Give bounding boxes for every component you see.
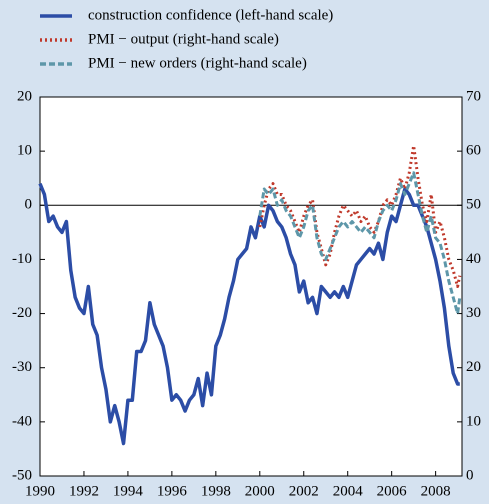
y2-tick-label: 0 — [466, 467, 474, 483]
y2-tick-label: 50 — [466, 197, 481, 213]
y-tick-label: 0 — [25, 197, 33, 213]
series-line — [38, 182, 460, 446]
y2-tick-label: 30 — [466, 305, 481, 321]
legend-label: PMI − output (right-hand scale) — [88, 31, 279, 47]
x-tick-label: 2002 — [289, 483, 319, 499]
y-tick-label: -40 — [12, 413, 32, 429]
y2-tick-label: 10 — [466, 413, 481, 429]
y-tick-label: 10 — [17, 143, 32, 159]
y-tick-label: 20 — [17, 88, 32, 104]
legend-label: PMI − new orders (right-hand scale) — [88, 55, 307, 71]
x-tick-label: 1994 — [113, 483, 144, 499]
x-tick-label: 2008 — [421, 483, 451, 499]
series-line — [258, 171, 462, 316]
x-tick-label: 2004 — [333, 483, 364, 499]
x-tick-label: 2000 — [245, 483, 275, 499]
y-tick-label: -10 — [12, 251, 32, 267]
plot-area — [39, 96, 463, 477]
y2-tick-label: 60 — [466, 143, 481, 159]
x-tick-label: 1998 — [201, 483, 231, 499]
y2-tick-label: 20 — [466, 359, 481, 375]
series-line — [258, 144, 462, 288]
x-tick-label: 1992 — [69, 483, 99, 499]
x-tick-label: 1996 — [157, 483, 188, 499]
y-tick-label: -50 — [12, 467, 32, 483]
legend-label: construction confidence (left-hand scale… — [88, 7, 333, 23]
x-tick-label: 1990 — [25, 483, 55, 499]
y2-tick-label: 70 — [466, 88, 481, 104]
x-tick-label: 2006 — [377, 483, 408, 499]
y-tick-label: -20 — [12, 305, 32, 321]
y2-tick-label: 40 — [466, 251, 481, 267]
y-tick-label: -30 — [12, 359, 32, 375]
